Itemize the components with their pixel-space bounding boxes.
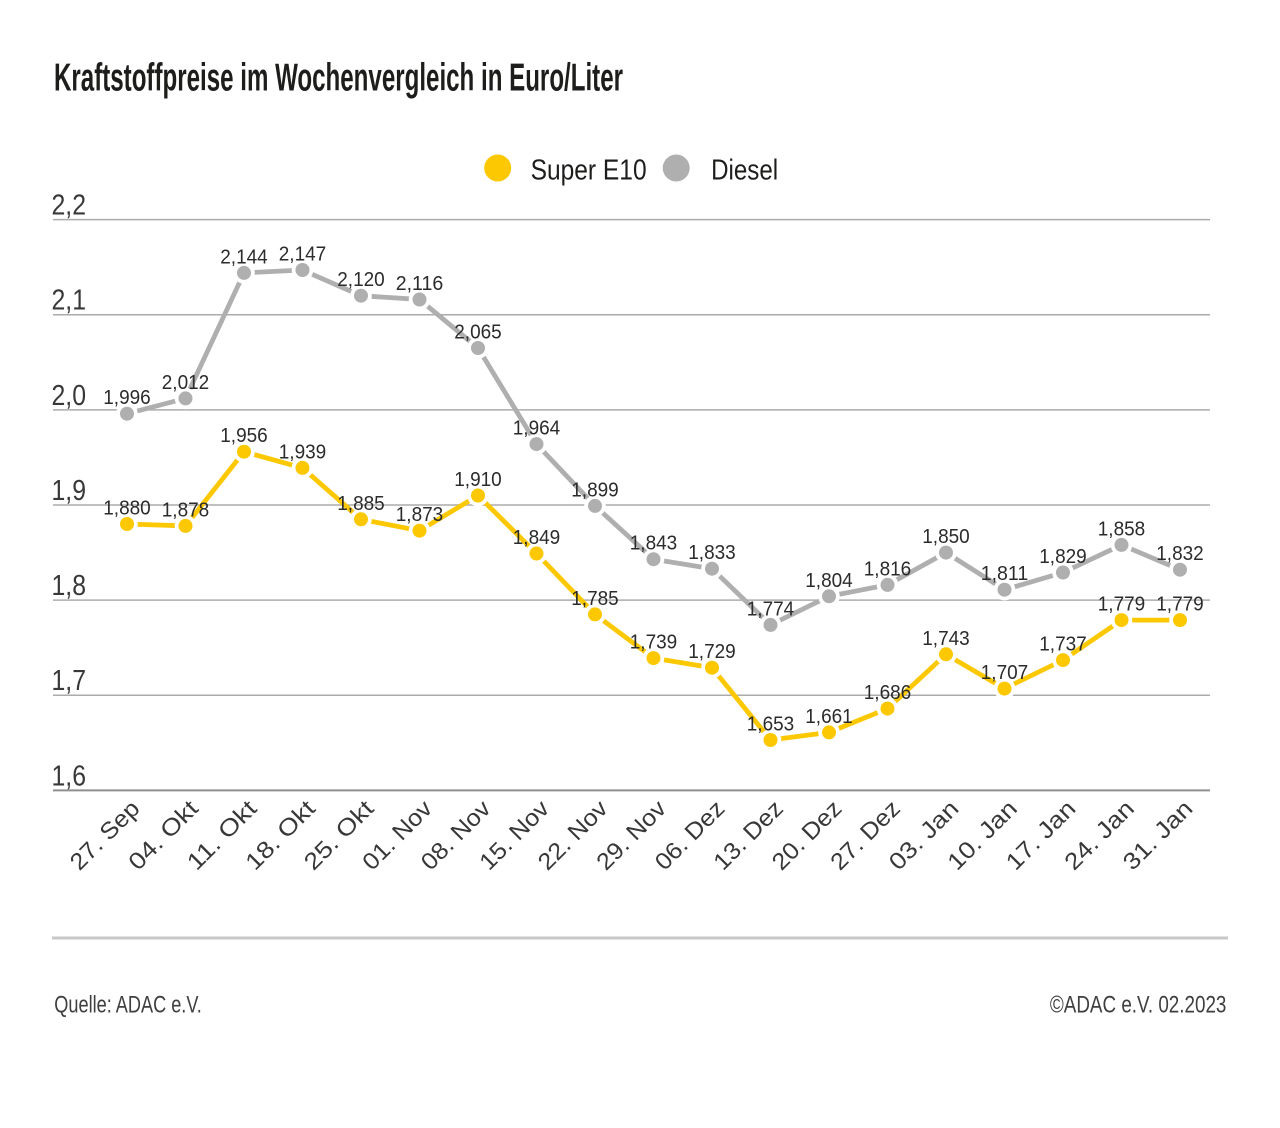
svg-text:1,939: 1,939 [279,441,327,463]
svg-text:1,858: 1,858 [1098,518,1146,540]
svg-text:1,811: 1,811 [981,563,1029,585]
svg-text:1,739: 1,739 [630,632,678,654]
svg-text:1,729: 1,729 [688,641,736,663]
svg-text:1,956: 1,956 [220,425,268,447]
svg-text:1,785: 1,785 [571,588,619,610]
svg-text:1,996: 1,996 [103,387,151,409]
svg-text:1,804: 1,804 [805,570,853,592]
svg-text:2,2: 2,2 [52,190,87,222]
svg-text:1,873: 1,873 [396,504,444,526]
svg-text:2,012: 2,012 [162,372,210,394]
svg-text:Quelle: ADAC e.V.: Quelle: ADAC e.V. [54,992,202,1019]
svg-text:2,0: 2,0 [52,380,87,412]
svg-text:2,147: 2,147 [279,244,327,266]
svg-text:1,737: 1,737 [1039,634,1087,656]
svg-text:1,885: 1,885 [337,493,385,515]
svg-text:1,910: 1,910 [454,469,502,491]
svg-text:1,833: 1,833 [688,542,736,564]
svg-text:2,120: 2,120 [337,269,385,291]
svg-text:2,116: 2,116 [396,273,444,295]
svg-text:1,6: 1,6 [52,760,87,792]
svg-text:Diesel: Diesel [711,155,778,187]
svg-text:1,829: 1,829 [1039,546,1087,568]
svg-text:1,661: 1,661 [805,706,853,728]
svg-text:1,7: 1,7 [52,665,87,697]
svg-text:1,779: 1,779 [1156,594,1204,616]
svg-text:1,849: 1,849 [513,527,561,549]
svg-text:1,653: 1,653 [747,714,795,736]
svg-text:1,899: 1,899 [571,479,619,501]
svg-text:1,743: 1,743 [922,628,970,650]
svg-text:1,9: 1,9 [52,475,87,507]
svg-text:2,1: 2,1 [52,285,87,317]
svg-text:Kraftstoffpreise im Wochenverg: Kraftstoffpreise im Wochenvergleich in E… [54,57,623,100]
svg-text:1,843: 1,843 [630,533,678,555]
svg-text:1,964: 1,964 [513,418,561,440]
svg-text:©ADAC e.V. 02.2023: ©ADAC e.V. 02.2023 [1050,992,1227,1019]
svg-text:1,816: 1,816 [864,558,912,580]
svg-text:1,832: 1,832 [1156,543,1204,565]
svg-text:1,774: 1,774 [747,598,795,620]
svg-text:2,065: 2,065 [454,322,502,344]
svg-text:1,686: 1,686 [864,682,912,704]
svg-text:1,707: 1,707 [981,662,1029,684]
svg-text:2,144: 2,144 [220,246,268,268]
svg-text:Super E10: Super E10 [531,155,647,187]
svg-text:1,779: 1,779 [1098,594,1146,616]
svg-text:1,8: 1,8 [52,570,87,602]
svg-text:1,880: 1,880 [103,498,151,520]
svg-text:1,878: 1,878 [162,499,210,521]
svg-text:1,850: 1,850 [922,526,970,548]
